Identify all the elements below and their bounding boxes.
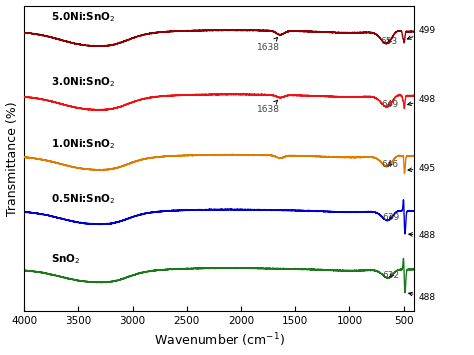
Text: 499: 499 <box>407 26 436 39</box>
Y-axis label: Transmittance (%): Transmittance (%) <box>6 101 18 216</box>
Text: 488: 488 <box>409 292 436 302</box>
Text: 646: 646 <box>381 160 399 169</box>
Text: 498: 498 <box>408 95 436 105</box>
Text: 3.0Ni:SnO$_2$: 3.0Ni:SnO$_2$ <box>51 75 116 89</box>
Text: 1.0Ni:SnO$_2$: 1.0Ni:SnO$_2$ <box>51 138 116 152</box>
Text: SnO$_2$: SnO$_2$ <box>51 252 81 266</box>
Text: 1638: 1638 <box>256 100 280 114</box>
Text: 0.5Ni:SnO$_2$: 0.5Ni:SnO$_2$ <box>51 193 116 207</box>
Text: 5.0Ni:SnO$_2$: 5.0Ni:SnO$_2$ <box>51 11 116 24</box>
Text: 639: 639 <box>382 213 399 222</box>
Text: 1638: 1638 <box>256 37 280 52</box>
Text: 488: 488 <box>409 231 436 240</box>
Text: 632: 632 <box>383 271 400 280</box>
Text: 653: 653 <box>381 37 398 46</box>
Text: 495: 495 <box>408 164 436 173</box>
Text: 649: 649 <box>381 100 398 109</box>
X-axis label: Wavenumber (cm$^{-1}$): Wavenumber (cm$^{-1}$) <box>154 332 285 349</box>
